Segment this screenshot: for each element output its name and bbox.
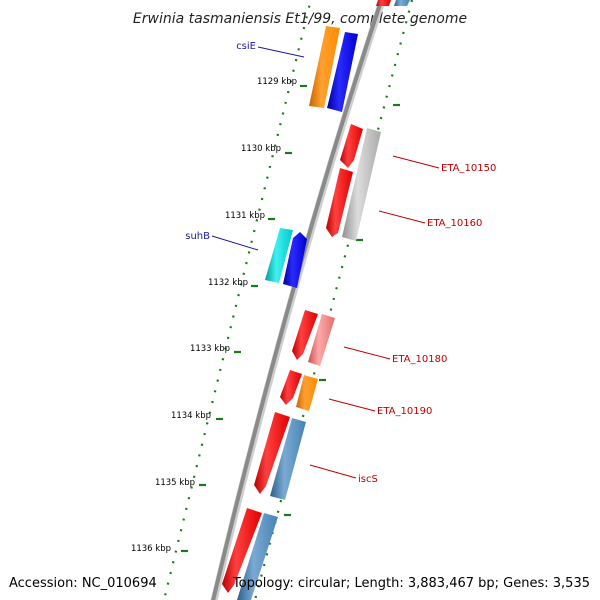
- gene-label-eta10150: ETA_10150: [441, 163, 496, 174]
- tick-label: 1131 kbp: [225, 211, 265, 221]
- cds-eta10190: [296, 375, 318, 411]
- accession-text: Accession: NC_010694: [9, 576, 157, 591]
- cds-iscs: [270, 418, 306, 500]
- tick-label: 1132 kbp: [208, 278, 248, 288]
- cds-top-red: [376, 0, 391, 6]
- tick-label: 1129 kbp: [257, 77, 297, 87]
- features-forward-strand: [237, 0, 410, 600]
- cds-bottom-red: [222, 508, 262, 593]
- gene-label-eta10190: ETA_10190: [377, 406, 432, 417]
- gene-label-csie: csiE: [236, 41, 256, 52]
- tick-labels: 1129 kbp 1130 kbp 1131 kbp 1132 kbp 1133…: [131, 77, 297, 554]
- cds-eta-gray: [342, 128, 381, 241]
- gene-label-iscs: iscS: [358, 474, 378, 485]
- backbone: [211, 0, 384, 600]
- cds-eta10190-left: [280, 370, 302, 405]
- tick-label: 1134 kbp: [171, 411, 211, 421]
- tick-label: 1133 kbp: [190, 344, 230, 354]
- backbone-shadow: [210, 0, 387, 600]
- topology-text: Topology: circular; Length: 3,883,467 bp…: [232, 576, 590, 591]
- cds-bottom-steel: [237, 513, 278, 600]
- cds-eta10180: [308, 314, 335, 366]
- features-reverse-strand: [222, 0, 391, 593]
- gene-label-eta10160: ETA_10160: [427, 218, 482, 229]
- map-title: Erwinia tasmaniensis Et1/99, complete ge…: [133, 11, 467, 27]
- cds-eta10150: [340, 124, 363, 168]
- tick-label: 1136 kbp: [131, 544, 171, 554]
- tick-label: 1135 kbp: [155, 478, 195, 488]
- gene-label-eta10180: ETA_10180: [392, 354, 447, 365]
- label-connectors: [211, 46, 440, 479]
- gene-labels: csiE suhB ETA_10150 ETA_10160 ETA_10180 …: [185, 41, 496, 485]
- cds-eta10160: [326, 168, 353, 237]
- right-major-ticks: [284, 103, 400, 517]
- cds-suhb: [283, 232, 307, 288]
- cds-top-steel: [394, 0, 410, 6]
- tick-label: 1130 kbp: [241, 144, 281, 154]
- cds-eta10180-left: [292, 310, 318, 360]
- cds-csie-blue: [327, 32, 358, 112]
- cds-csie: [309, 26, 340, 108]
- cds-suhb-left: [265, 228, 293, 283]
- cds-iscs-left: [254, 412, 290, 494]
- major-ticks: [181, 84, 307, 553]
- gene-label-suhb: suhB: [185, 231, 210, 242]
